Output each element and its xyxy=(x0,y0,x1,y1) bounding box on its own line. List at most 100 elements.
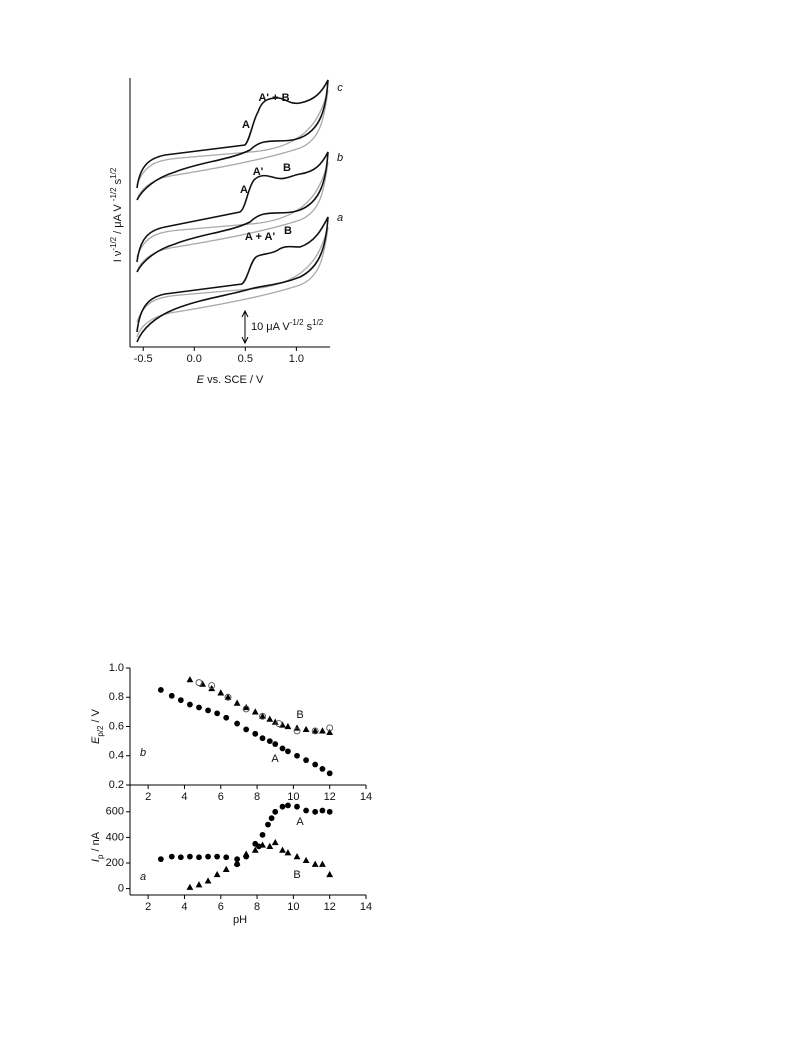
circle-marker xyxy=(266,738,273,745)
x-tick-label: 12 xyxy=(324,791,336,803)
y-tick-label: 0 xyxy=(118,883,124,895)
triangle-marker xyxy=(186,676,194,683)
annotation: A xyxy=(242,119,250,131)
triangle-marker xyxy=(302,856,310,864)
triangle-marker xyxy=(204,877,212,884)
circle-marker xyxy=(255,843,262,850)
x-tick-label: 2 xyxy=(145,791,151,803)
circle-marker xyxy=(326,808,333,815)
triangle-marker xyxy=(233,699,241,706)
circle-marker xyxy=(187,701,193,708)
triangle-marker xyxy=(251,708,259,715)
scale-bar-label-part: 1/2 xyxy=(312,318,324,327)
x-tick-label: 12 xyxy=(324,901,336,913)
triangle-marker xyxy=(293,853,301,860)
triangle-marker xyxy=(319,860,326,867)
circle-marker xyxy=(252,730,259,737)
circle-marker xyxy=(234,856,241,863)
y-tick-label: 0.4 xyxy=(109,750,124,762)
triangle-marker xyxy=(284,849,292,856)
series-label: A xyxy=(296,816,304,828)
triangle-marker xyxy=(186,883,194,890)
y-axis-label: Ip / nA xyxy=(90,831,105,862)
triangle-marker xyxy=(195,881,203,888)
circle-marker xyxy=(259,735,266,742)
triangle-marker xyxy=(213,870,221,878)
circle-marker xyxy=(157,687,164,693)
circle-marker xyxy=(168,692,175,699)
circle-marker xyxy=(285,748,291,755)
y-axis-label-part: I ν xyxy=(112,250,124,262)
circle-marker xyxy=(319,766,326,772)
y-axis-label: I ν-1/2 / μA V -1/2 s1/2 xyxy=(109,167,124,262)
triangle-marker xyxy=(284,722,292,730)
triangle-marker xyxy=(233,859,241,866)
annotation: b xyxy=(337,152,343,164)
circle-marker xyxy=(259,831,266,838)
open-circle-marker xyxy=(259,712,266,720)
y-axis-label-part: p xyxy=(96,854,105,859)
x-tick-label: 14 xyxy=(360,901,372,913)
y-axis-label-part: -1/2 xyxy=(109,187,118,201)
open-circle-marker xyxy=(208,682,216,689)
circle-marker xyxy=(285,802,291,809)
circle-marker xyxy=(319,807,326,814)
y-axis-label-part: / nA xyxy=(90,831,102,854)
panel-label: a xyxy=(140,871,146,883)
cv-curves xyxy=(136,79,329,343)
circle-marker xyxy=(294,803,300,810)
triangle-marker xyxy=(259,712,266,719)
circle-marker xyxy=(177,854,184,861)
circle-marker xyxy=(303,807,309,814)
circle-marker xyxy=(157,856,164,863)
y-tick-label: 0.8 xyxy=(109,691,124,703)
x-axis-label-part: E xyxy=(197,374,205,386)
circle-marker xyxy=(168,853,175,860)
circle-marker xyxy=(234,720,241,727)
y-tick-label: 400 xyxy=(106,831,124,843)
circle-marker xyxy=(196,854,202,861)
scale-arrow xyxy=(241,309,249,345)
open-circle-marker xyxy=(195,679,203,687)
scale-bar-label: 10 μA V-1/2 s1/2 xyxy=(251,318,324,333)
y-axis-label-part: p/2 xyxy=(96,725,105,737)
x-tick-label: 2 xyxy=(145,901,151,913)
x-tick-label: 1.0 xyxy=(289,353,304,365)
circle-marker xyxy=(272,741,279,747)
annotation: A' xyxy=(253,166,264,178)
open-circle-marker xyxy=(242,705,250,713)
circle-marker xyxy=(205,707,211,714)
annotation: A' + B xyxy=(258,92,289,104)
x-tick-label: 8 xyxy=(254,901,260,913)
series-label: B xyxy=(296,709,303,721)
circle-marker xyxy=(177,697,184,704)
open-circle-marker xyxy=(224,693,232,701)
x-tick-label: 10 xyxy=(287,901,299,913)
x-axis-label: E vs. SCE / V xyxy=(197,374,264,386)
circle-marker xyxy=(223,854,230,861)
circle-marker xyxy=(303,757,309,764)
annotation: a xyxy=(337,212,343,224)
y-axis-label-part: -1/2 xyxy=(109,236,118,250)
series-label: B xyxy=(293,869,300,881)
y-axis-label-part: I xyxy=(90,859,102,862)
annotation: c xyxy=(337,82,343,94)
y-tick-label: 0.6 xyxy=(109,720,124,732)
annotation: A + A' xyxy=(245,231,276,243)
circle-marker xyxy=(243,726,250,733)
annotation: A xyxy=(240,184,248,196)
series-label: A xyxy=(271,753,279,765)
triangle-marker xyxy=(242,850,250,857)
triangle-marker xyxy=(319,727,326,734)
triangle-marker xyxy=(251,846,259,853)
x-tick-label: 14 xyxy=(360,791,372,803)
circle-marker xyxy=(294,752,300,759)
triangle-marker xyxy=(311,860,319,867)
open-circle-marker xyxy=(275,720,283,728)
scale-bar-label-part: s xyxy=(304,321,313,333)
open-circle-marker xyxy=(293,727,301,735)
triangle-marker xyxy=(326,870,334,878)
circle-marker xyxy=(196,704,202,711)
